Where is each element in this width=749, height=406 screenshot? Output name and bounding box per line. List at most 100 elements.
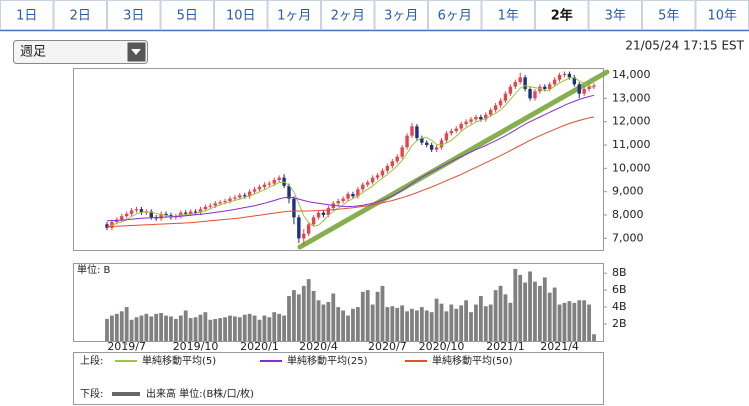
tab-label: 1日 [16, 9, 37, 24]
candle-body [370, 177, 375, 183]
volume-bar [518, 274, 523, 341]
candle-body [459, 124, 463, 129]
volume-bar [523, 282, 528, 341]
tab[interactable]: 3ヶ月 [374, 0, 428, 30]
candle-body [164, 213, 168, 215]
tab[interactable]: 5日 [160, 0, 214, 30]
tab-label: 3ヶ月 [384, 9, 418, 24]
legend-lower-label: 下段: [80, 387, 103, 400]
y-tick-label: 7,000 [612, 231, 644, 244]
price-panel [73, 68, 604, 251]
tab-label: 5日 [177, 9, 198, 24]
volume-bar [188, 318, 193, 341]
volume-bar [321, 304, 326, 341]
tab[interactable]: 2ヶ月 [321, 0, 375, 30]
volume-bar [439, 303, 444, 341]
tab[interactable]: 6ヶ月 [428, 0, 482, 30]
x-tick-label: 2021/1 [486, 340, 525, 353]
volume-bar [346, 315, 350, 341]
volume-bar [159, 313, 164, 341]
volume-bar [144, 313, 149, 341]
tab-bg [588, 0, 642, 30]
volume-bar [537, 285, 542, 341]
candle-body [390, 161, 395, 166]
volume-bar [124, 307, 129, 341]
tab[interactable]: 10日 [214, 0, 268, 30]
volume-bar [488, 304, 493, 341]
candle-body [218, 202, 222, 204]
candle-body [420, 138, 424, 143]
candle-body [120, 216, 124, 220]
volume-bar [533, 281, 537, 341]
candle-body [366, 182, 370, 185]
tab-bg [321, 0, 375, 30]
volume-bar [119, 311, 124, 341]
volume-bar [542, 277, 547, 341]
candle-body [193, 211, 198, 213]
volume-bar [164, 315, 168, 341]
candle-body [503, 93, 508, 101]
volume-bar [454, 308, 459, 341]
candle-body [479, 117, 483, 120]
y-tick-label: 9,000 [612, 185, 644, 198]
tab-label: 6ヶ月 [438, 9, 472, 24]
x-tick-label: 2019/10 [173, 340, 219, 353]
candle-body [292, 198, 296, 218]
volume-bar [355, 307, 360, 341]
candle-body [523, 77, 527, 89]
volume-bar [390, 306, 395, 341]
candle-body [139, 209, 144, 213]
candle-body [188, 211, 193, 214]
candle-body [203, 206, 208, 210]
candle-body [469, 119, 473, 122]
candle-body [134, 209, 139, 211]
volume-bar [429, 312, 434, 341]
tab[interactable]: 2日 [53, 0, 107, 30]
volume-bar [351, 308, 355, 341]
candle-body [567, 73, 572, 78]
candle-body [149, 211, 153, 218]
candle-body [144, 211, 149, 213]
tab-label: 1年 [498, 9, 519, 24]
tab-label: 3年 [605, 9, 626, 24]
dropdown-arrow [131, 49, 141, 55]
tab[interactable]: 5年 [642, 0, 696, 30]
volume-bar [469, 312, 473, 341]
volume-bar [405, 311, 409, 341]
candle-body [297, 217, 301, 239]
tab[interactable]: 1ヶ月 [267, 0, 321, 30]
volume-bar [341, 310, 346, 341]
candle-body [223, 201, 227, 203]
interval-dropdown[interactable]: 週足 [13, 40, 148, 64]
volume-bar [493, 290, 498, 341]
volume-bar [331, 293, 336, 341]
volume-bar [478, 296, 483, 341]
tab[interactable]: 3日 [107, 0, 161, 30]
tab-bg [0, 0, 54, 30]
candle-body [454, 128, 458, 131]
y-tick-label: 8B [612, 266, 627, 279]
volume-bar [311, 290, 316, 341]
legend-label: 単純移動平均(5) [142, 354, 216, 367]
volume-bar [139, 315, 144, 341]
tab[interactable]: 2年 [535, 0, 589, 30]
candle-body [159, 213, 163, 219]
x-tick-label: 2020/1 [240, 340, 279, 353]
volume-bar [528, 271, 532, 341]
volume-bar [582, 300, 587, 341]
volume-bar [198, 314, 203, 341]
volume-bar [114, 313, 119, 341]
volume-bar [242, 314, 247, 341]
tab[interactable]: 10年 [695, 0, 749, 30]
volume-bar [434, 298, 439, 341]
tab[interactable]: 1日 [0, 0, 54, 30]
volume-bar [203, 312, 208, 341]
volume-bar [395, 307, 400, 341]
candle-body [425, 142, 429, 145]
tab[interactable]: 1年 [481, 0, 535, 30]
volume-bar [415, 310, 419, 341]
candle-body [321, 212, 326, 215]
tab[interactable]: 3年 [588, 0, 642, 30]
candle-body [474, 117, 478, 120]
